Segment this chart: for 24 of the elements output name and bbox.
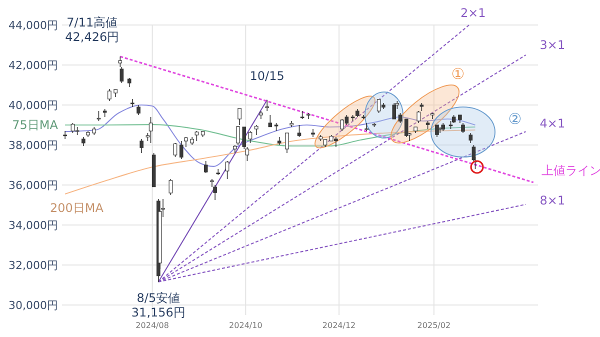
series-label: 3×1 <box>540 38 566 52</box>
annotation: 8/5安値 31,156円 <box>131 290 186 320</box>
y-tick-label: 32,000円 <box>8 258 58 272</box>
y-tick-label: 30,000円 <box>8 298 58 312</box>
x-tick-label: 2025/02 <box>417 321 451 330</box>
x-tick-label: 2024/10 <box>229 321 262 330</box>
y-tick-label: 36,000円 <box>8 178 58 192</box>
x-tick-label: 2024/08 <box>136 321 169 330</box>
series-label: 2×1 <box>460 6 486 20</box>
series-label: 4×1 <box>540 116 566 131</box>
y-tick-label: 38,000円 <box>8 138 58 152</box>
x-tick-label: 2024/12 <box>322 321 356 330</box>
y-tick-label: 40,000円 <box>8 98 58 112</box>
series-label: 8×1 <box>540 193 566 208</box>
y-tick-label: 34,000円 <box>8 218 58 232</box>
annotation: ① <box>451 65 465 83</box>
annotation: 7/11高値 42,426円 <box>65 15 120 44</box>
y-tick-label: 42,000円 <box>8 58 58 72</box>
series-label: 上値ライン <box>541 163 600 178</box>
y-tick-label: 44,000円 <box>8 18 58 32</box>
series-label: 75日MA <box>12 118 59 132</box>
annotation: ② <box>508 110 522 128</box>
annotation: 10/15 <box>250 68 284 83</box>
series-label: 200日MA <box>50 201 104 215</box>
